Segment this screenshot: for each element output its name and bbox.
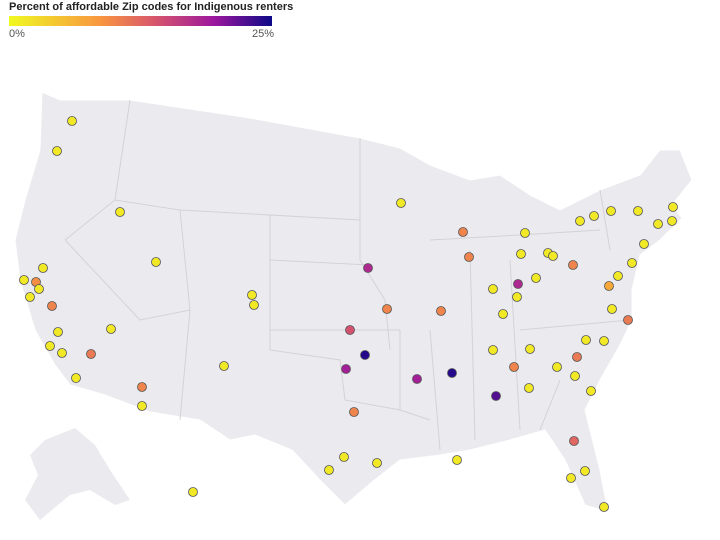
city-marker[interactable] <box>38 263 48 273</box>
city-marker[interactable] <box>115 207 125 217</box>
city-marker[interactable] <box>516 249 526 259</box>
markers <box>19 116 678 512</box>
alaska <box>25 428 130 520</box>
city-marker[interactable] <box>653 219 663 229</box>
city-marker[interactable] <box>372 458 382 468</box>
city-marker[interactable] <box>45 341 55 351</box>
legend-min-label: 0% <box>9 28 25 40</box>
city-marker[interactable] <box>458 227 468 237</box>
city-marker[interactable] <box>151 257 161 267</box>
contiguous-us <box>14 91 693 513</box>
city-marker[interactable] <box>464 252 474 262</box>
city-marker[interactable] <box>509 362 519 372</box>
city-marker[interactable] <box>363 263 373 273</box>
city-marker[interactable] <box>345 325 355 335</box>
city-marker[interactable] <box>349 407 359 417</box>
city-marker[interactable] <box>339 452 349 462</box>
city-marker[interactable] <box>498 309 508 319</box>
city-marker[interactable] <box>575 216 585 226</box>
state-lines <box>64 99 631 451</box>
city-marker[interactable] <box>34 284 44 294</box>
city-marker[interactable] <box>491 391 501 401</box>
legend-max-label: 25% <box>252 28 275 40</box>
city-marker[interactable] <box>86 349 96 359</box>
city-marker[interactable] <box>524 383 534 393</box>
city-marker[interactable] <box>531 273 541 283</box>
city-marker[interactable] <box>488 284 498 294</box>
city-marker[interactable] <box>552 362 562 372</box>
city-marker[interactable] <box>452 455 462 465</box>
city-marker[interactable] <box>639 239 649 249</box>
city-marker[interactable] <box>599 502 609 512</box>
city-marker[interactable] <box>19 275 29 285</box>
city-marker[interactable] <box>589 211 599 221</box>
city-marker[interactable] <box>568 260 578 270</box>
city-marker[interactable] <box>667 216 677 226</box>
city-marker[interactable] <box>548 251 558 261</box>
city-marker[interactable] <box>324 465 334 475</box>
city-marker[interactable] <box>572 352 582 362</box>
legend-title: Percent of affordable Zip codes for Indi… <box>9 1 294 13</box>
city-marker[interactable] <box>412 374 422 384</box>
city-marker[interactable] <box>606 206 616 216</box>
city-marker[interactable] <box>607 304 617 314</box>
city-marker[interactable] <box>513 279 523 289</box>
city-marker[interactable] <box>668 202 678 212</box>
city-marker[interactable] <box>520 228 530 238</box>
city-marker[interactable] <box>25 292 35 302</box>
city-marker[interactable] <box>627 258 637 268</box>
city-marker[interactable] <box>581 335 591 345</box>
city-marker[interactable] <box>599 336 609 346</box>
city-marker[interactable] <box>569 436 579 446</box>
city-marker[interactable] <box>71 373 81 383</box>
city-marker[interactable] <box>341 364 351 374</box>
city-marker[interactable] <box>188 487 198 497</box>
city-marker[interactable] <box>525 344 535 354</box>
city-marker[interactable] <box>57 348 67 358</box>
city-marker[interactable] <box>249 300 259 310</box>
city-marker[interactable] <box>586 386 596 396</box>
city-marker[interactable] <box>566 473 576 483</box>
city-marker[interactable] <box>106 324 116 334</box>
city-marker[interactable] <box>219 361 229 371</box>
city-marker[interactable] <box>580 466 590 476</box>
city-marker[interactable] <box>67 116 77 126</box>
city-marker[interactable] <box>604 281 614 291</box>
city-marker[interactable] <box>360 350 370 360</box>
city-marker[interactable] <box>570 371 580 381</box>
city-marker[interactable] <box>47 301 57 311</box>
city-marker[interactable] <box>447 368 457 378</box>
city-marker[interactable] <box>613 271 623 281</box>
city-marker[interactable] <box>512 292 522 302</box>
city-marker[interactable] <box>436 306 446 316</box>
city-marker[interactable] <box>488 345 498 355</box>
city-marker[interactable] <box>633 206 643 216</box>
city-marker[interactable] <box>623 315 633 325</box>
city-marker[interactable] <box>52 146 62 156</box>
city-marker[interactable] <box>382 304 392 314</box>
city-marker[interactable] <box>137 401 147 411</box>
city-marker[interactable] <box>53 327 63 337</box>
city-marker[interactable] <box>396 198 406 208</box>
legend-color-bar <box>9 16 272 26</box>
city-marker[interactable] <box>247 290 257 300</box>
land <box>14 91 693 520</box>
city-marker[interactable] <box>137 382 147 392</box>
